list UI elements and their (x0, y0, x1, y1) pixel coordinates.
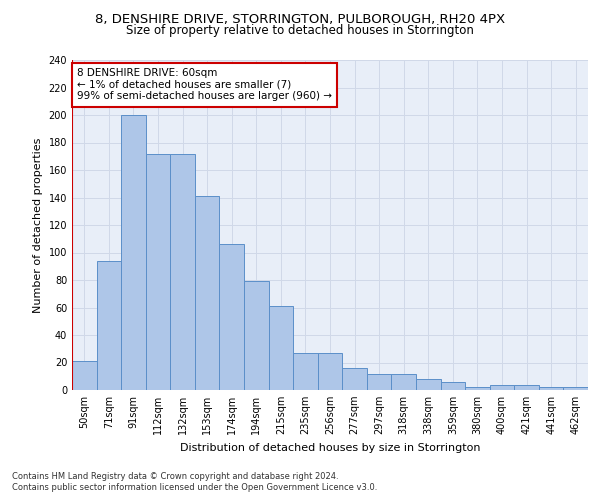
Bar (342, 368, 367, 390)
Bar (367, 374, 391, 390)
Bar (416, 379, 440, 390)
Bar (440, 382, 465, 390)
Bar (293, 353, 318, 390)
Y-axis label: Number of detached properties: Number of detached properties (33, 138, 43, 312)
Bar (195, 196, 220, 390)
Text: 8, DENSHIRE DRIVE, STORRINGTON, PULBOROUGH, RH20 4PX: 8, DENSHIRE DRIVE, STORRINGTON, PULBOROU… (95, 12, 505, 26)
Text: Contains public sector information licensed under the Open Government Licence v3: Contains public sector information licen… (12, 484, 377, 492)
Text: Size of property relative to detached houses in Storrington: Size of property relative to detached ho… (126, 24, 474, 37)
Bar (220, 244, 244, 390)
Bar (563, 387, 588, 390)
Bar (72, 361, 97, 390)
Bar (539, 387, 563, 390)
Bar (170, 154, 195, 390)
Text: 8 DENSHIRE DRIVE: 60sqm
← 1% of detached houses are smaller (7)
99% of semi-deta: 8 DENSHIRE DRIVE: 60sqm ← 1% of detached… (77, 68, 332, 102)
Bar (121, 115, 146, 390)
Bar (465, 387, 490, 390)
Bar (391, 374, 416, 390)
Bar (244, 282, 269, 390)
Bar (490, 384, 514, 390)
Bar (146, 154, 170, 390)
Bar (269, 306, 293, 390)
X-axis label: Distribution of detached houses by size in Storrington: Distribution of detached houses by size … (180, 442, 480, 452)
Bar (318, 353, 342, 390)
Bar (97, 261, 121, 390)
Bar (514, 384, 539, 390)
Text: Contains HM Land Registry data © Crown copyright and database right 2024.: Contains HM Land Registry data © Crown c… (12, 472, 338, 481)
